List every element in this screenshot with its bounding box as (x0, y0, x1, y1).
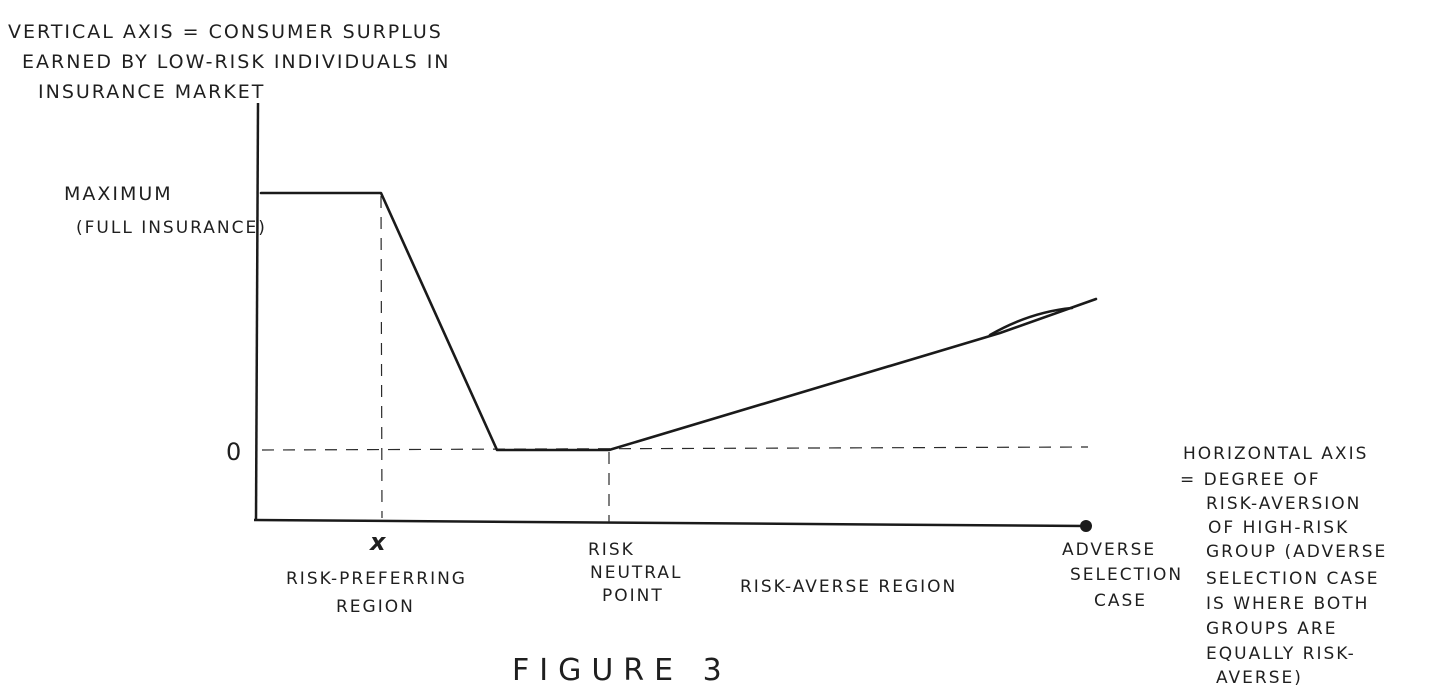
horizontal-axis-label-line-6: SELECTION CASE (1206, 569, 1380, 589)
adverse-selection-point (1080, 520, 1092, 532)
adverse-selection-label-line-3: CASE (1094, 591, 1147, 611)
x-point-dashed (380, 195, 383, 519)
risk-averse-label: RISK-AVERSE REGION (740, 577, 957, 597)
consumer-surplus-curve (259, 191, 1098, 452)
horizontal-axis-label-line-9: EQUALLY RISK- (1206, 644, 1356, 664)
maximum-label-line-2: (FULL INSURANCE) (76, 218, 267, 238)
risk-neutral-label-line-2: NEUTRAL (590, 563, 683, 583)
adverse-selection-label: ADVERSE SELECTION CASE (1062, 540, 1183, 611)
curve-end-squiggle (988, 306, 1074, 337)
zero-label: 0 (226, 438, 243, 466)
horizontal-axis-label-line-1: HORIZONTAL AXIS (1183, 444, 1368, 464)
horizontal-axis-label-line-3: RISK-AVERSION (1206, 494, 1361, 514)
horizontal-axis-label-line-2: = DEGREE OF (1180, 470, 1321, 490)
adverse-selection-label-line-2: SELECTION (1070, 565, 1183, 585)
figure-caption: FIGURE 3 (512, 653, 732, 688)
vertical-axis-label-line-1: VERTICAL AXIS = CONSUMER SURPLUS (8, 21, 443, 43)
risk-neutral-label-line-3: POINT (602, 586, 664, 606)
risk-preferring-label-line-1: RISK-PREFERRING (286, 569, 467, 589)
horizontal-axis-label-line-8: GROUPS ARE (1206, 619, 1337, 639)
vertical-axis-label-line-3: INSURANCE MARKET (38, 81, 265, 103)
risk-preferring-label: RISK-PREFERRING REGION (286, 569, 467, 617)
horizontal-axis-label-line-4: OF HIGH-RISK (1208, 518, 1349, 538)
vertical-axis-label-line-2: EARNED BY LOW-RISK INDIVIDUALS IN (22, 51, 451, 73)
adverse-selection-label-line-1: ADVERSE (1062, 540, 1156, 560)
vertical-axis (254, 102, 260, 521)
horizontal-axis-label-line-10: AVERSE) (1216, 668, 1303, 688)
risk-preferring-label-line-2: REGION (336, 597, 415, 617)
horizontal-axis-label-line-5: GROUP (ADVERSE (1206, 542, 1387, 562)
x-point-label: x (369, 528, 387, 556)
vertical-axis-label: VERTICAL AXIS = CONSUMER SURPLUS EARNED … (8, 21, 451, 103)
risk-neutral-label: RISK NEUTRAL POINT (588, 540, 683, 606)
horizontal-axis-label: HORIZONTAL AXIS = DEGREE OF RISK-AVERSIO… (1180, 444, 1387, 688)
risk-neutral-label-line-1: RISK (588, 540, 635, 560)
horizontal-axis-label-line-7: IS WHERE BOTH (1206, 594, 1369, 614)
maximum-label: MAXIMUM (FULL INSURANCE) (64, 183, 267, 238)
maximum-label-line-1: MAXIMUM (64, 183, 173, 205)
zero-baseline-dashed (261, 446, 1089, 451)
horizontal-axis (253, 518, 1087, 528)
